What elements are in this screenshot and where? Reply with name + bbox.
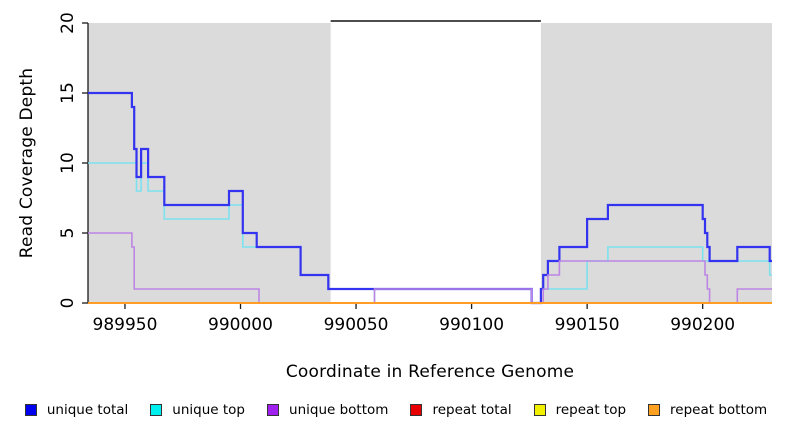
legend-swatch-unique-top <box>150 404 163 416</box>
legend-item-repeat-total: repeat total <box>410 402 512 418</box>
legend-item-repeat-top: repeat top <box>533 402 627 418</box>
x-tick-label: 990050 <box>324 315 389 335</box>
legend-label: repeat bottom <box>670 402 768 418</box>
legend-swatch-repeat-top <box>533 404 546 416</box>
legend-label: unique total <box>46 402 129 418</box>
legend-swatch-repeat-total <box>410 404 423 416</box>
legend-label: repeat total <box>432 402 512 418</box>
y-axis-title: Read Coverage Depth <box>17 67 37 259</box>
legend-swatch-unique-total <box>24 404 37 416</box>
x-tick-label: 990000 <box>208 315 273 335</box>
x-tick-label: 990150 <box>555 315 620 335</box>
y-tick-label: 15 <box>58 82 78 104</box>
y-tick-label: 20 <box>58 12 78 34</box>
coverage-plot: 0 5 10 15 20 989950 990000 990050 990100 990150 99… <box>58 12 772 335</box>
legend-label: unique bottom <box>289 402 389 418</box>
x-tick-label: 990200 <box>670 315 735 335</box>
legend: unique total unique top unique bottom repea… <box>0 398 792 422</box>
legend-label: repeat top <box>555 402 627 418</box>
legend-item-repeat-bottom: repeat bottom <box>648 402 767 418</box>
x-tick-label: 989950 <box>93 315 158 335</box>
x-tick-label: 990100 <box>439 315 504 335</box>
legend-swatch-repeat-bottom <box>648 404 661 416</box>
legend-item-unique-top: unique top <box>150 402 245 418</box>
legend-item-unique-total: unique total <box>24 402 129 418</box>
x-axis-title: Coordinate in Reference Genome <box>285 362 575 382</box>
shaded-region-1 <box>540 23 772 303</box>
legend-label: unique top <box>172 402 246 418</box>
y-tick-label: 0 <box>58 298 78 309</box>
legend-swatch-unique-bottom <box>267 404 280 416</box>
series-line-unique-bottom <box>88 232 772 304</box>
legend-item-unique-bottom: unique bottom <box>267 402 388 418</box>
y-tick-label: 5 <box>58 228 78 239</box>
y-tick-label: 10 <box>58 152 78 174</box>
